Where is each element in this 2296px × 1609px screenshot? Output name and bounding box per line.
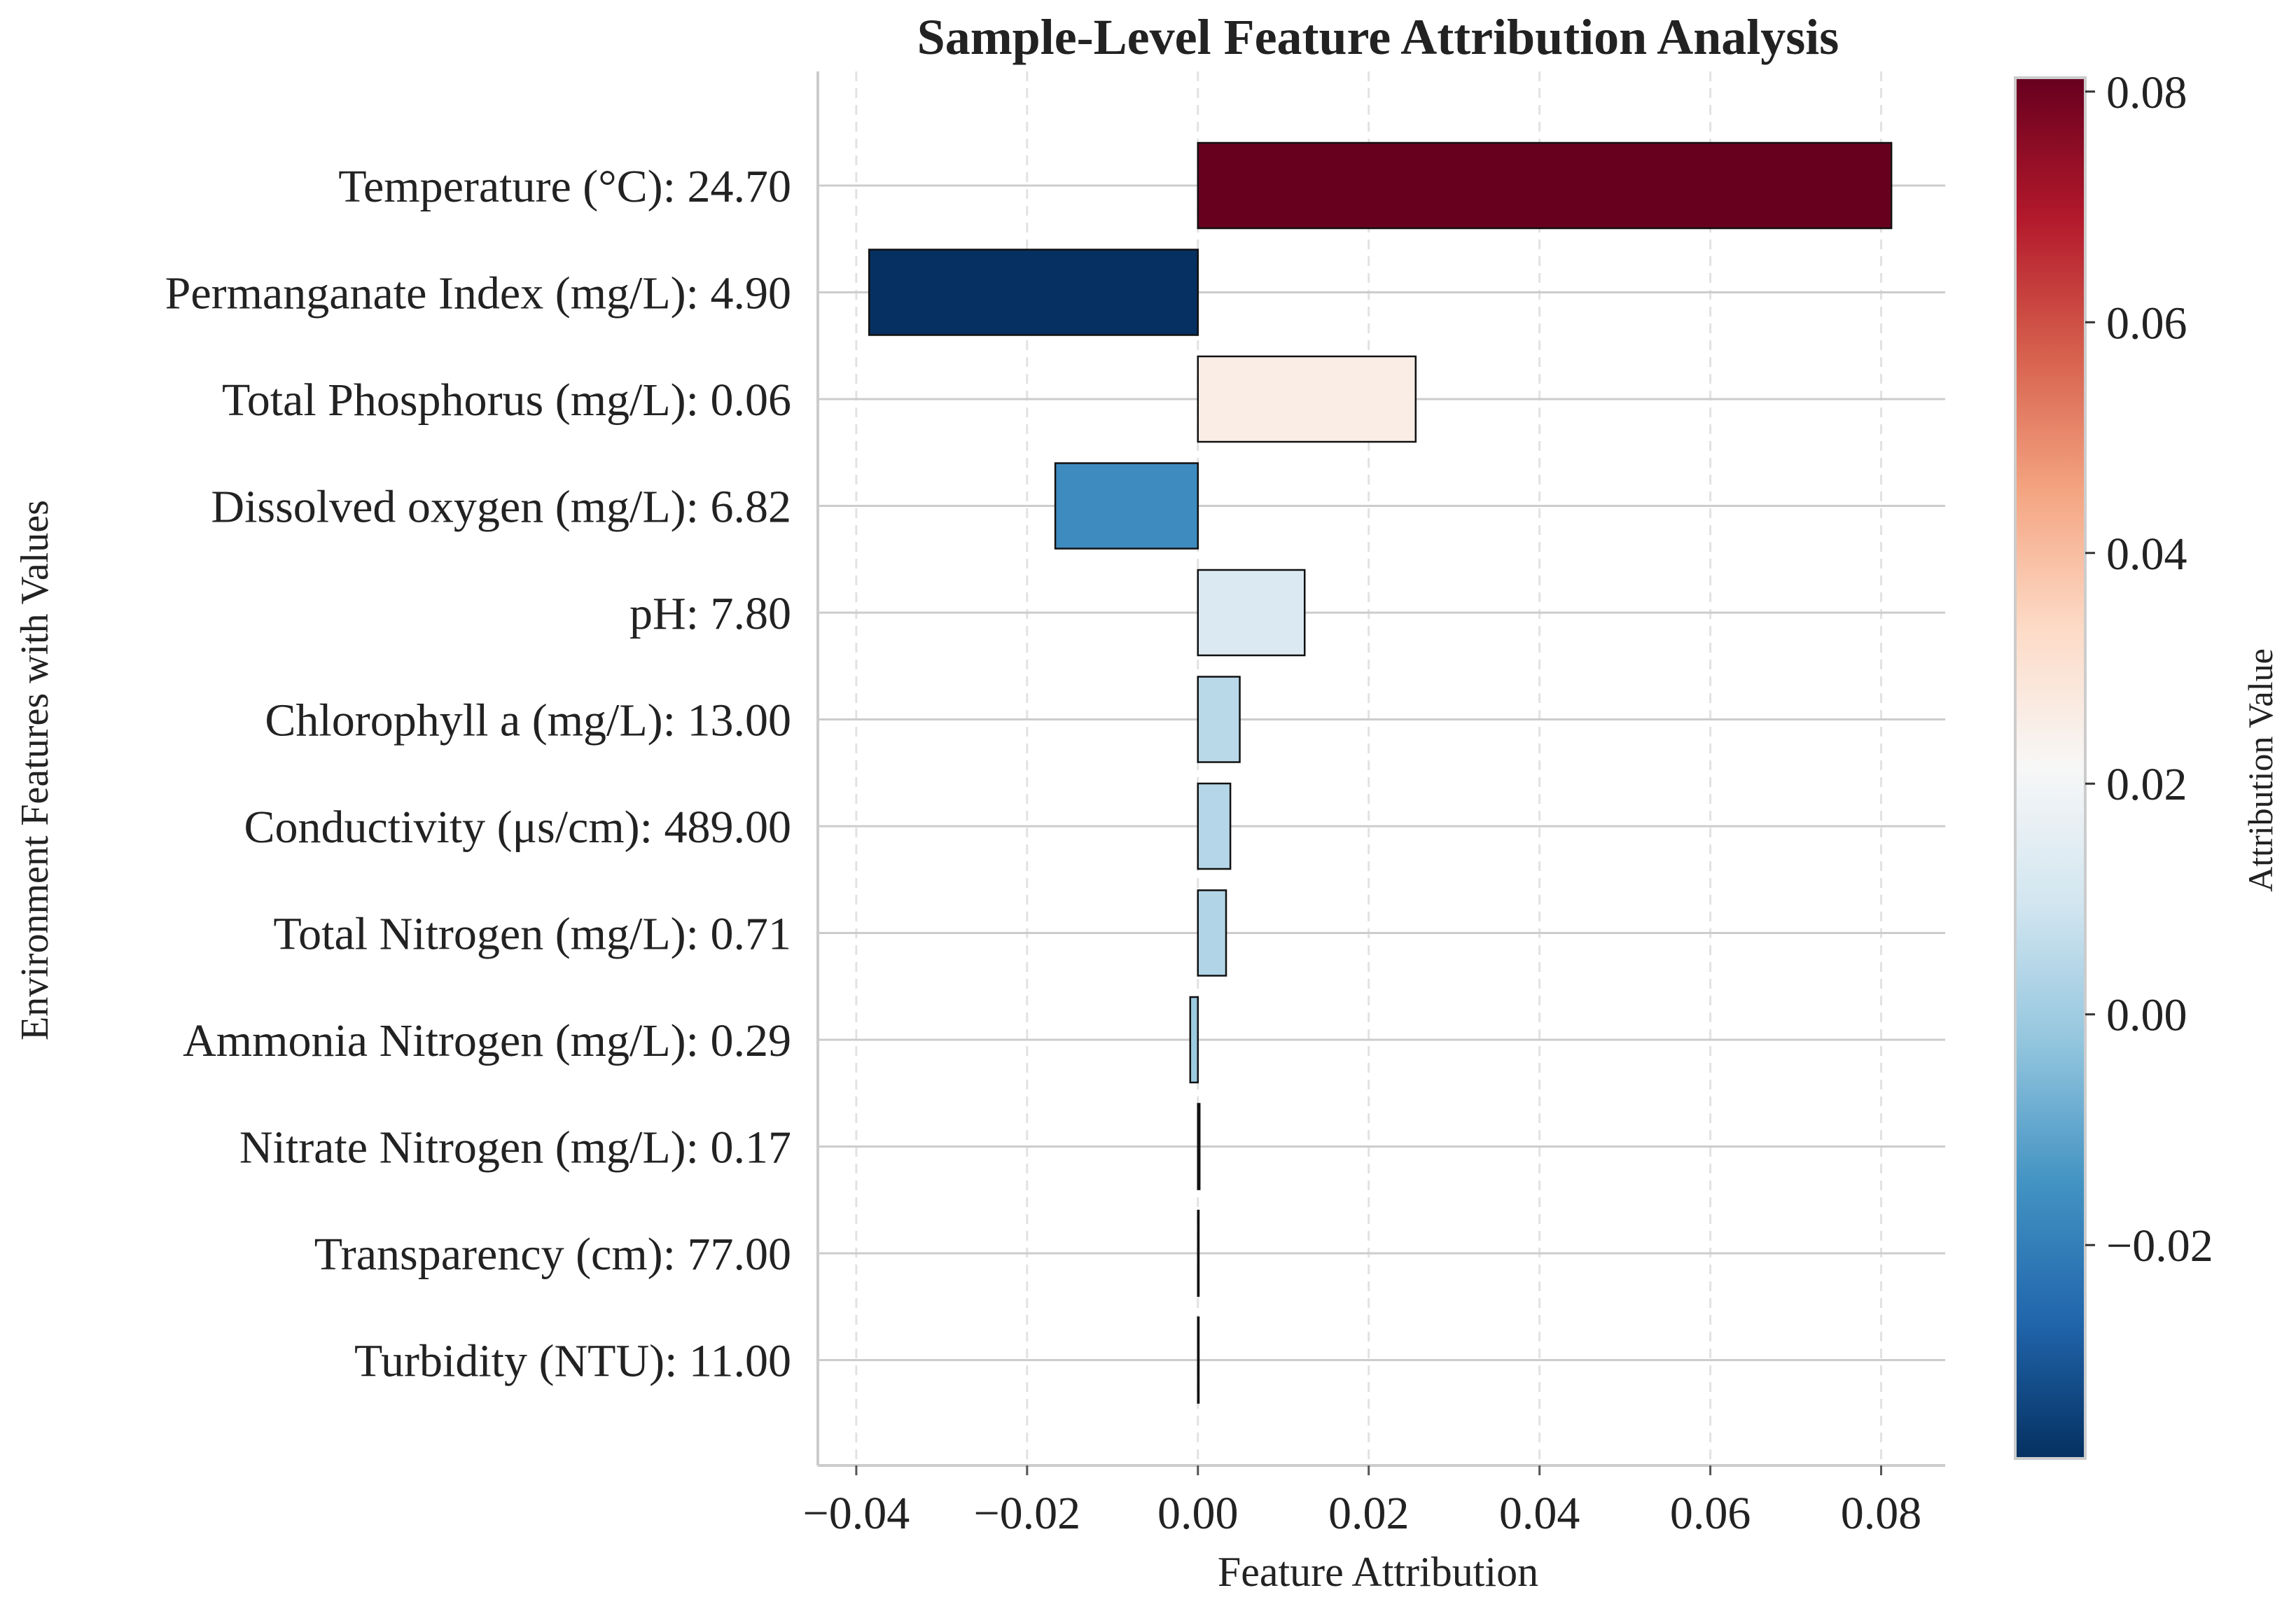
colorbar-tick-label: 0.02	[2106, 759, 2187, 810]
x-tick-label: 0.04	[1499, 1488, 1580, 1539]
y-tick-label: Ammonia Nitrogen (mg/L): 0.29	[183, 1015, 791, 1066]
chart-title: Sample-Level Feature Attribution Analysi…	[917, 9, 1839, 65]
colorbar: −0.02 0.00 0.02 0.04 0.06 0.08	[2014, 67, 2213, 1460]
bar	[1197, 141, 1893, 230]
colorbar-gradient	[2014, 76, 2087, 1460]
y-tick-label: Permanganate Index (mg/L): 4.90	[165, 268, 791, 319]
axes-layer: Temperature (°C): 24.70 Permanganate Inde…	[165, 71, 1945, 1539]
bar	[1197, 1316, 1200, 1404]
bar	[1197, 782, 1232, 870]
y-axis-label: Environment Features with Values	[13, 500, 57, 1040]
bar	[1189, 996, 1199, 1084]
bar	[1197, 889, 1227, 977]
bar	[1197, 676, 1241, 763]
x-tick-label: −0.04	[803, 1488, 910, 1539]
y-tick-label: Conductivity (μs/cm): 489.00	[244, 802, 792, 853]
y-tick-label: Temperature (°C): 24.70	[338, 161, 791, 212]
y-tick-label: Transparency (cm): 77.00	[314, 1229, 791, 1280]
bar	[1054, 462, 1199, 550]
colorbar-label: Attribution Value	[2241, 648, 2280, 892]
y-tick-label: Total Nitrogen (mg/L): 0.71	[273, 909, 791, 960]
x-tick-label: 0.08	[1841, 1488, 1922, 1539]
y-tick-label: Nitrate Nitrogen (mg/L): 0.17	[239, 1122, 791, 1173]
bar	[1197, 1103, 1201, 1190]
y-tick-label: Chlorophyll a (mg/L): 13.00	[265, 695, 791, 746]
colorbar-tick-label: 0.00	[2106, 990, 2187, 1041]
x-tick-label: 0.06	[1670, 1488, 1751, 1539]
x-axis-label: Feature Attribution	[1218, 1549, 1538, 1595]
bar	[1197, 355, 1417, 443]
x-tick-label: −0.02	[973, 1488, 1080, 1539]
y-tick-label: Turbidity (NTU): 11.00	[354, 1336, 791, 1387]
bar	[868, 249, 1199, 336]
colorbar-tick-label: −0.02	[2106, 1220, 2213, 1272]
bars-layer	[868, 141, 1893, 1404]
x-tick-label: 0.02	[1328, 1488, 1410, 1539]
colorbar-tick-label: 0.06	[2106, 298, 2187, 349]
bar	[1197, 1209, 1200, 1297]
colorbar-tick-label: 0.08	[2106, 67, 2187, 118]
x-tick-label: 0.00	[1157, 1488, 1239, 1539]
bar	[1197, 569, 1306, 657]
colorbar-tick-label: 0.04	[2106, 529, 2187, 580]
y-tick-label: Total Phosphorus (mg/L): 0.06	[222, 375, 791, 426]
y-tick-label: Dissolved oxygen (mg/L): 6.82	[211, 482, 791, 533]
y-tick-label: pH: 7.80	[629, 588, 791, 639]
